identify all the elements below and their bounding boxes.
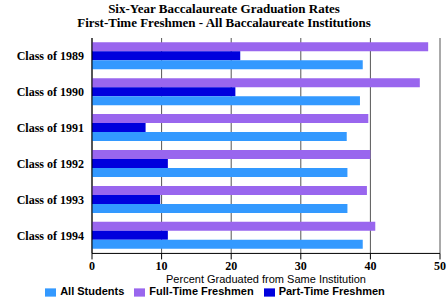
svg-text:Class of 1994: Class of 1994	[17, 229, 84, 243]
html-text:Six-Year Baccalaureate Graduat: Six-Year Baccalaureate Graduation Rates	[108, 1, 340, 16]
svg-text:40: 40	[364, 259, 376, 273]
html-text:Full-Time Freshmen: Full-Time Freshmen	[149, 285, 254, 298]
svg-text:Class of 1991: Class of 1991	[17, 121, 84, 135]
svg-text:Class of 1989: Class of 1989	[17, 49, 84, 63]
svg-text:Percent Graduated from Same In: Percent Graduated from Same Institution	[166, 273, 366, 285]
html-text:First-Time Freshmen - All Bacc: First-Time Freshmen - All Baccalaureate …	[77, 15, 371, 30]
svg-text:20: 20	[225, 259, 237, 273]
svg-text:10: 10	[156, 259, 168, 273]
svg-text:Class of 1993: Class of 1993	[17, 193, 84, 207]
svg-text:Class of 1992: Class of 1992	[17, 157, 84, 171]
svg-text:0: 0	[89, 259, 95, 273]
svg-text:50: 50	[434, 259, 440, 273]
svg-text:Class of 1990: Class of 1990	[17, 85, 84, 99]
svg-text:30: 30	[295, 259, 307, 273]
html-text:All Students: All Students	[60, 285, 125, 298]
html-text:Part-Time Freshmen: Part-Time Freshmen	[278, 285, 385, 298]
